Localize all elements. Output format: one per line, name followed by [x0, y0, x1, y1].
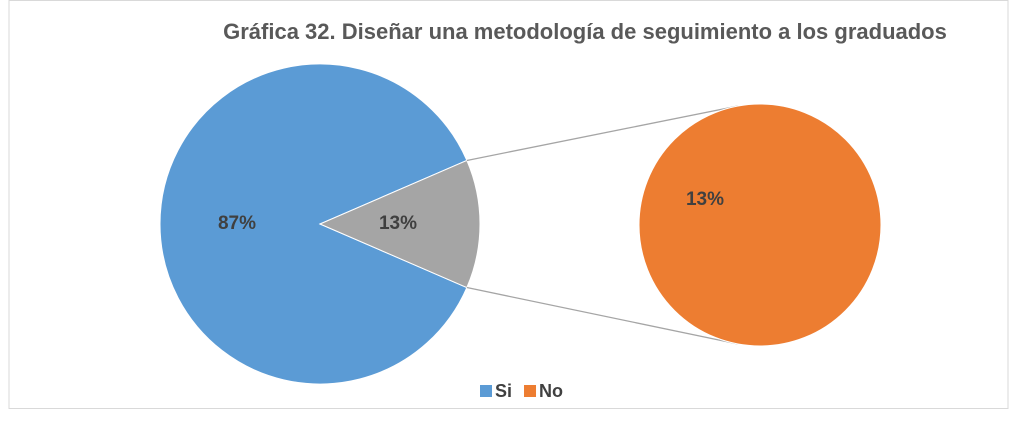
legend-label: Si	[495, 381, 512, 401]
connector-line	[466, 105, 739, 162]
legend-swatch	[480, 385, 492, 397]
pie-slice	[318, 159, 481, 289]
legend-swatch	[524, 385, 537, 397]
legend-label: No	[539, 381, 563, 401]
pie-slice	[638, 103, 882, 347]
chart-title: Gráfica 32. Diseñar una metodología de s…	[223, 19, 947, 44]
pie-slice	[159, 63, 468, 385]
data-label: 13%	[686, 189, 724, 210]
data-label: 87%	[218, 213, 256, 234]
connector-line	[466, 286, 739, 345]
data-label: 13%	[379, 213, 417, 234]
